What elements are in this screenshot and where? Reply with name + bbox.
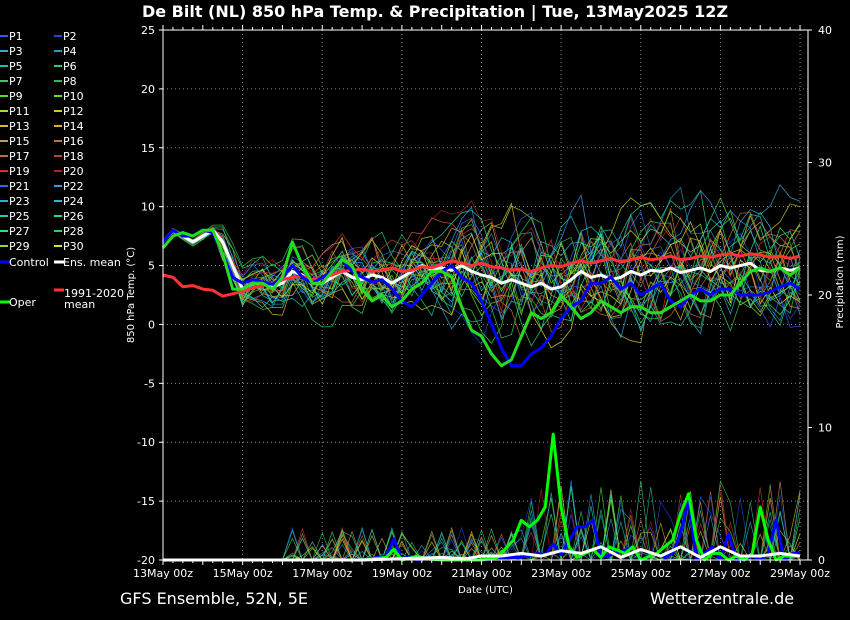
legend-label: P19 — [9, 165, 30, 178]
site-label: Wetterzentrale.de — [650, 589, 795, 608]
legend-label: 1991-2020 mean — [64, 287, 124, 311]
legend: P1 P2 P3 P4 P5 P6 P7 P8 P9 P10 P11 P12 P13 P14 P15 P16 P… — [0, 30, 124, 311]
legend-label: P20 — [63, 165, 84, 178]
y2-tick-label: 0 — [818, 554, 825, 567]
member-temp-line — [162, 210, 801, 330]
legend-label: P5 — [9, 60, 23, 73]
member-temp-line — [162, 203, 801, 344]
x-tick-label: 29May 00z — [770, 567, 830, 580]
y2-tick-label: 10 — [818, 422, 832, 435]
y-tick-label: -15 — [137, 495, 155, 508]
y-tick-label: -10 — [137, 436, 155, 449]
legend-label: P2 — [63, 30, 77, 43]
y-tick-label: 5 — [148, 260, 155, 273]
legend-label: P4 — [63, 45, 77, 58]
legend-label: P3 — [9, 45, 23, 58]
x-tick-label: 27May 00z — [690, 567, 750, 580]
x-tick-label: 19May 00z — [372, 567, 432, 580]
legend-label: P24 — [63, 195, 84, 208]
x-axis-label: Date (UTC) — [458, 585, 513, 596]
member-precip-line — [163, 481, 801, 562]
axes: -20 -15 -10 -5 0 5 10 15 20 25 0 10 20 30 40 13May 00z 1… — [126, 24, 846, 596]
legend-label: P29 — [9, 240, 30, 253]
legend-label: P15 — [9, 135, 30, 148]
legend-label: P21 — [9, 180, 30, 193]
legend-label: Ens. mean — [63, 256, 121, 269]
y2-axis-label: Precipitation (mm) — [835, 235, 846, 328]
model-label: GFS Ensemble, 52N, 5E — [120, 589, 308, 608]
legend-label: P9 — [9, 90, 23, 103]
y2-tick-label: 40 — [818, 24, 832, 37]
legend-label: P17 — [9, 150, 30, 163]
legend-label: P6 — [63, 60, 77, 73]
legend-label: P13 — [9, 120, 30, 133]
x-tick-label: 15May 00z — [213, 567, 273, 580]
legend-label: P16 — [63, 135, 84, 148]
legend-label: P1 — [9, 30, 23, 43]
legend-label: P23 — [9, 195, 30, 208]
legend-label: P27 — [9, 225, 30, 238]
y-tick-label: -20 — [137, 554, 155, 567]
plot-frame — [162, 29, 809, 561]
member-temp-line — [162, 227, 801, 339]
member-temp-line — [162, 211, 801, 308]
member-precip-line — [163, 480, 800, 561]
member-temp-line — [162, 202, 801, 311]
legend-label: P7 — [9, 75, 23, 88]
temp-line-oper — [161, 228, 801, 368]
member-precip-line — [163, 479, 800, 561]
legend-label: P30 — [63, 240, 84, 253]
y-tick-label: -5 — [144, 377, 155, 390]
member-temp-line — [162, 230, 801, 347]
legend-label: P22 — [63, 180, 84, 193]
y-tick-label: 20 — [141, 83, 155, 96]
legend-label: P26 — [63, 210, 84, 223]
ensemble-member-lines — [162, 183, 801, 562]
legend-label: P10 — [63, 90, 84, 103]
y-tick-label: 15 — [141, 142, 155, 155]
legend-label: Oper — [9, 296, 36, 309]
legend-label: P18 — [63, 150, 84, 163]
y2-tick-label: 30 — [818, 157, 832, 170]
member-precip-line — [163, 480, 801, 561]
x-tick-label: 25May 00z — [611, 567, 671, 580]
legend-label: Control — [9, 256, 49, 269]
y-tick-label: 10 — [141, 201, 155, 214]
member-temp-line — [162, 200, 801, 304]
legend-label: P28 — [63, 225, 84, 238]
member-temp-line — [162, 190, 801, 309]
x-tick-label: 13May 00z — [133, 567, 193, 580]
legend-label: P25 — [9, 210, 30, 223]
chart-title: De Bilt (NL) 850 hPa Temp. & Precipitati… — [141, 2, 729, 21]
y2-tick-label: 20 — [818, 289, 832, 302]
temp-line-control — [161, 228, 801, 368]
legend-label: P8 — [63, 75, 77, 88]
y-tick-label: 25 — [141, 24, 155, 37]
legend-label: P12 — [63, 105, 84, 118]
y-axis-label: 850 hPa Temp. (°C) — [126, 247, 137, 343]
y-tick-label: 0 — [148, 318, 155, 331]
x-tick-label: 17May 00z — [292, 567, 352, 580]
x-tick-label: 23May 00z — [531, 567, 591, 580]
legend-label: P11 — [9, 105, 30, 118]
member-temp-line — [162, 197, 801, 344]
precip-line-ens-mean — [163, 545, 801, 562]
x-tick-label: 21May 00z — [452, 567, 512, 580]
legend-label: P14 — [63, 120, 84, 133]
member-temp-line — [162, 215, 801, 320]
member-temp-line — [162, 217, 801, 333]
